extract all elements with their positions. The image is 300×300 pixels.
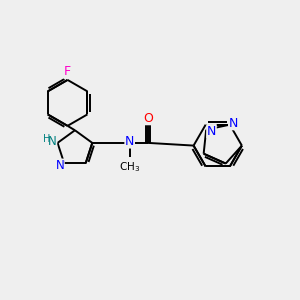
Text: H: H: [43, 134, 50, 144]
Text: N: N: [48, 135, 57, 148]
Text: N: N: [207, 125, 216, 138]
Text: CH$_3$: CH$_3$: [119, 160, 140, 174]
Text: F: F: [64, 65, 71, 78]
Text: N: N: [56, 159, 64, 172]
Text: N: N: [125, 135, 134, 148]
Text: N: N: [229, 117, 238, 130]
Text: O: O: [143, 112, 153, 125]
